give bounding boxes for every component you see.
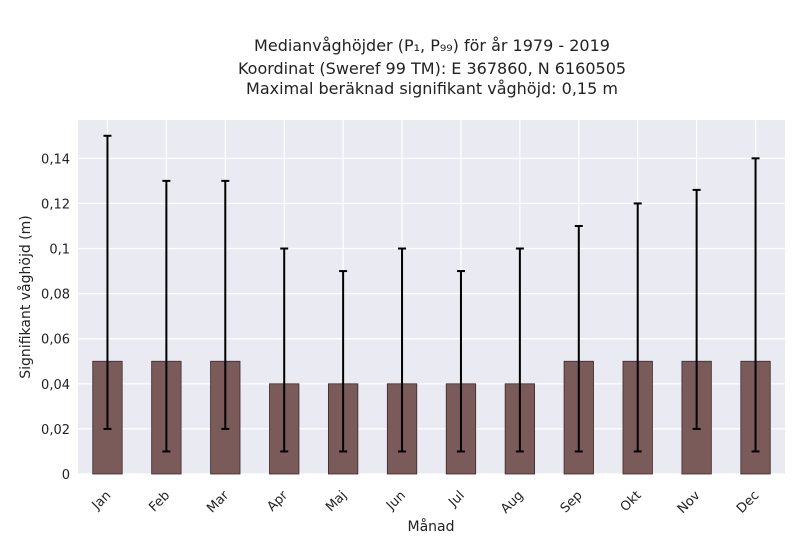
error-bar-okt bbox=[633, 202, 642, 453]
x-tick-label: Maj bbox=[323, 488, 350, 515]
x-tick-label: Aug bbox=[498, 488, 527, 517]
y-tick-label: 0,12 bbox=[41, 197, 70, 212]
error-bar-apr bbox=[280, 247, 289, 453]
error-bar-jul bbox=[456, 270, 465, 453]
y-tick-label: 0,14 bbox=[41, 152, 70, 167]
y-tick-label: 0,04 bbox=[41, 378, 70, 393]
y-axis-label: Signifikant våghöjd (m) bbox=[17, 215, 34, 378]
x-tick-label: Apr bbox=[265, 488, 292, 515]
x-tick-label: Mar bbox=[204, 488, 232, 516]
error-bar-dec bbox=[751, 157, 760, 453]
error-bar-jun bbox=[398, 247, 407, 453]
error-bar-mar bbox=[221, 179, 230, 430]
x-tick-label: Jul bbox=[445, 488, 467, 510]
y-tick-label: 0,06 bbox=[41, 333, 70, 348]
error-bars-layer bbox=[103, 134, 760, 453]
x-tick-label: Jun bbox=[383, 488, 409, 514]
x-tick-label: Sep bbox=[558, 488, 586, 516]
chart-title-line-3: Maximal beräknad signifikant våghöjd: 0,… bbox=[246, 79, 618, 98]
chart-title-line-2: Koordinat (Sweref 99 TM): E 367860, N 61… bbox=[238, 59, 626, 78]
y-tick-label: 0,08 bbox=[41, 288, 70, 303]
error-bar-aug bbox=[515, 247, 524, 453]
y-tick-label: 0,1 bbox=[49, 243, 70, 258]
y-tick-label: 0,02 bbox=[41, 423, 70, 438]
x-tick-label: Okt bbox=[618, 488, 645, 515]
x-axis-ticks: Jan Feb Mar Apr Maj Jun Jul Aug Sep Okt Nov Dec bbox=[89, 488, 763, 517]
error-bar-sep bbox=[574, 224, 583, 453]
error-bar-maj bbox=[339, 270, 348, 453]
error-bar-nov bbox=[692, 188, 701, 430]
x-axis-label: Månad bbox=[408, 518, 455, 535]
y-axis-ticks: 0 0,02 0,04 0,06 0,08 0,1 0,12 0,14 bbox=[41, 152, 70, 483]
chart-title-line-1: Medianvåghöjder (P₁, P₉₉) för år 1979 - … bbox=[254, 36, 610, 55]
error-bar-feb bbox=[162, 179, 171, 453]
plot-area bbox=[78, 120, 785, 474]
x-tick-label: Nov bbox=[675, 488, 704, 517]
y-tick-label: 0 bbox=[62, 468, 70, 483]
x-tick-label: Feb bbox=[146, 488, 173, 515]
x-tick-label: Jan bbox=[89, 488, 114, 513]
error-bar-jan bbox=[103, 134, 112, 430]
x-tick-label: Dec bbox=[734, 488, 762, 516]
